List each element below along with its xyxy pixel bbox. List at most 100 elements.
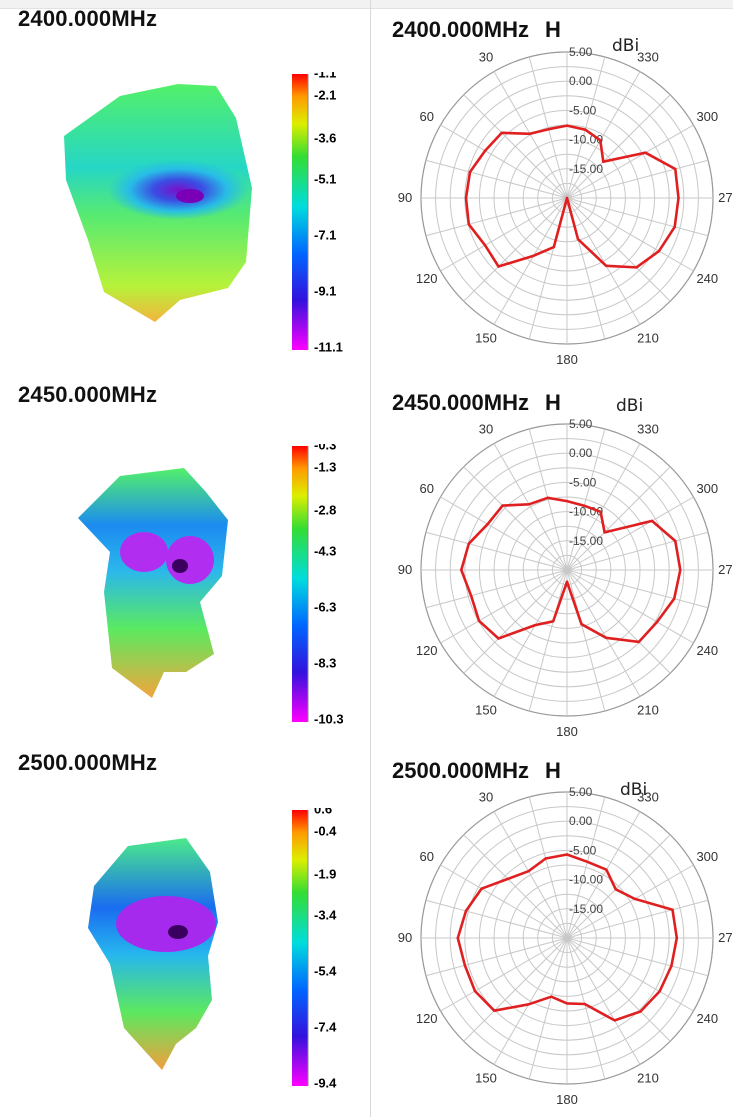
colorbar-tick: -9.4 — [314, 1075, 337, 1090]
pattern-point — [584, 128, 587, 131]
radial-tick-label: 5.00 — [569, 785, 593, 799]
polar-spoke — [566, 197, 641, 325]
colorbar-tick: -7.4 — [314, 1019, 337, 1034]
pattern-point — [602, 160, 605, 163]
pattern-point — [644, 151, 647, 154]
angle-tick-label: 300 — [696, 109, 718, 124]
angle-tick-label: 30 — [479, 422, 493, 437]
pattern-point — [576, 238, 580, 241]
polarization-label: H — [544, 758, 561, 783]
pattern-point — [467, 542, 470, 545]
polar-spoke — [566, 864, 694, 939]
polar-spoke — [566, 94, 671, 199]
radial-tick-label: 0.00 — [569, 446, 593, 460]
pattern-point — [463, 964, 467, 967]
angle-tick-label: 120 — [416, 1011, 438, 1026]
pattern-point — [469, 594, 473, 597]
angle-tick-label: 90 — [398, 930, 412, 945]
pattern-point — [613, 1019, 616, 1022]
polar-spoke — [566, 159, 709, 199]
polar-spoke — [566, 124, 694, 199]
angle-tick-label: 180 — [556, 1092, 578, 1107]
surface-null-core — [168, 925, 188, 939]
pattern-point — [658, 990, 661, 993]
pattern-point — [671, 908, 674, 911]
pattern-point — [679, 568, 682, 572]
colorbar-tick: -3.6 — [314, 130, 336, 145]
polar-spoke — [566, 428, 606, 571]
pattern-point — [673, 597, 676, 600]
surface-null-region — [108, 160, 248, 220]
pattern-point — [527, 503, 531, 506]
pattern-point — [657, 249, 661, 253]
pattern-point — [497, 637, 500, 640]
colorbar-tick: -6.3 — [314, 599, 336, 614]
polar-spoke — [425, 197, 568, 237]
angle-tick-label: 60 — [419, 109, 433, 124]
polar-spoke — [528, 56, 568, 199]
pattern-row-2400: 2400.000MHz — [0, 0, 733, 372]
polar-spoke — [493, 197, 568, 325]
pattern-point — [500, 131, 503, 134]
radial-tick-label: -5.00 — [569, 475, 597, 489]
pattern-point — [473, 989, 477, 993]
colorbar-tick: -1.1 — [314, 72, 336, 80]
unit-label: dBi — [616, 396, 644, 416]
polar-spoke — [440, 937, 568, 1012]
pattern-point — [477, 619, 481, 622]
polar-spoke — [528, 428, 568, 571]
polar-spoke — [463, 834, 568, 939]
polar-spoke — [493, 443, 568, 571]
colorbar-tick: -0.3 — [314, 444, 336, 452]
pattern-row-2450: 2450.000MHz -0.3 -1.3 -2.8 -4.3 -6.3 -8.… — [0, 372, 733, 744]
radial-tick-label: -15.00 — [569, 902, 603, 916]
pattern-point — [497, 265, 500, 268]
pattern-point — [614, 888, 617, 891]
polar-plot: 5.000.00-5.00-10.00-15.00303306030090270… — [398, 785, 733, 1107]
pattern-point — [605, 868, 608, 871]
polar-spoke — [528, 569, 568, 712]
pattern-point — [501, 504, 504, 507]
colorbar-tick: -2.8 — [314, 502, 336, 517]
polar-spoke — [566, 834, 671, 939]
pattern-point — [464, 196, 468, 200]
pattern-point — [550, 995, 553, 998]
pattern-point — [583, 1002, 586, 1006]
pattern-point — [528, 132, 532, 135]
pattern-point — [506, 877, 510, 881]
polar-spoke — [566, 197, 694, 272]
polar-spoke — [463, 94, 568, 199]
colorbar: -1.1 -2.1 -3.6 -5.1 -7.1 -9.1 -11.1 — [292, 65, 372, 367]
polar-spoke — [463, 569, 568, 674]
angle-tick-label: 330 — [637, 422, 659, 437]
pattern-point — [460, 568, 463, 572]
angle-tick-label: 300 — [696, 849, 718, 864]
radiation-surface-plot — [64, 84, 252, 322]
surface-shape — [78, 468, 228, 698]
angle-tick-label: 30 — [479, 790, 493, 805]
window-top-strip — [0, 0, 733, 9]
polar-title: 2450.000MHz H — [392, 390, 561, 416]
polar-spoke — [566, 937, 694, 1012]
radial-tick-label: -10.00 — [569, 873, 603, 887]
angle-tick-label: 300 — [696, 481, 718, 496]
angle-tick-label: 150 — [475, 1070, 497, 1085]
polar-spoke — [566, 443, 641, 571]
colorbar-gradient — [292, 74, 308, 350]
angle-tick-label: 60 — [419, 849, 433, 864]
polar-plot: 5.000.00-5.00-10.00-15.00303306030090270… — [398, 45, 733, 367]
pattern-point — [673, 225, 676, 229]
colorbar-tick: -1.9 — [314, 866, 336, 881]
colorbar-tick: -9.1 — [314, 283, 336, 298]
colorbar-tick: -7.1 — [314, 227, 336, 242]
angle-tick-label: 180 — [556, 724, 578, 739]
angle-tick-label: 330 — [637, 50, 659, 65]
radial-tick-label: 0.00 — [569, 814, 593, 828]
angle-tick-label: 270 — [718, 562, 733, 577]
polar-spoke — [566, 569, 709, 609]
pattern-point — [565, 1002, 569, 1005]
polarization-label: H — [544, 17, 561, 42]
polar-spoke — [566, 569, 606, 712]
polar-spoke — [425, 899, 568, 939]
surface-title: 2500.000MHz — [18, 750, 158, 775]
